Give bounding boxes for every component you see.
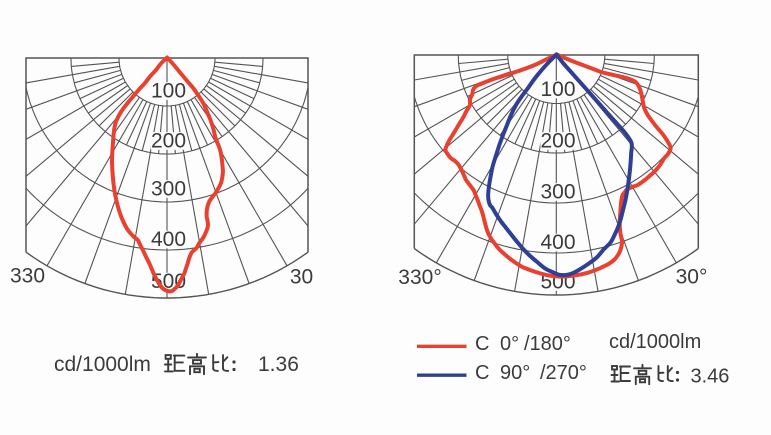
svg-text:/180°: /180° — [524, 333, 571, 355]
svg-text:90°: 90° — [500, 362, 530, 384]
svg-text:30: 30 — [290, 266, 313, 289]
svg-text:100: 100 — [151, 80, 186, 103]
svg-text:C: C — [475, 333, 489, 355]
svg-text:300: 300 — [540, 181, 575, 204]
svg-text:1.36: 1.36 — [258, 353, 299, 376]
svg-text:400: 400 — [151, 228, 186, 251]
svg-text:100: 100 — [540, 78, 575, 101]
svg-text:400: 400 — [540, 231, 575, 254]
svg-text:330°: 330° — [398, 266, 441, 289]
svg-text:30°: 30° — [676, 266, 708, 289]
svg-text:200: 200 — [151, 130, 186, 153]
svg-text:C: C — [475, 362, 489, 384]
svg-text:cd/1000lm: cd/1000lm — [54, 353, 151, 376]
svg-text:300: 300 — [151, 178, 186, 201]
svg-text:/270°: /270° — [540, 362, 587, 384]
svg-text:cd/1000lm: cd/1000lm — [609, 331, 701, 353]
svg-text:330: 330 — [10, 265, 45, 288]
svg-text:200: 200 — [540, 130, 575, 153]
svg-text:0°: 0° — [500, 333, 519, 355]
svg-text:3.46: 3.46 — [691, 366, 730, 388]
